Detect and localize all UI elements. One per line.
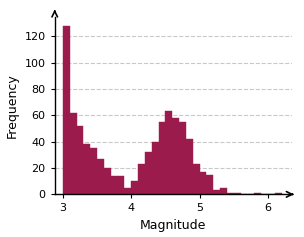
Bar [213, 190, 220, 194]
Bar [179, 122, 186, 194]
Bar [254, 193, 261, 194]
Bar [234, 193, 240, 194]
Bar [131, 181, 138, 194]
Bar [90, 148, 97, 194]
Bar [193, 164, 200, 194]
X-axis label: Magnitude: Magnitude [140, 219, 206, 232]
Bar [83, 144, 90, 194]
Bar [159, 122, 165, 194]
Bar [152, 142, 159, 194]
Bar [172, 118, 179, 194]
Bar [206, 175, 213, 194]
Bar [165, 111, 172, 194]
Bar [200, 172, 206, 194]
Bar [275, 193, 282, 194]
Bar [70, 113, 77, 194]
Bar [220, 188, 227, 194]
Bar [111, 176, 118, 194]
Bar [186, 139, 193, 194]
Bar [145, 152, 152, 194]
Bar [124, 188, 131, 194]
Bar [63, 26, 70, 194]
Bar [97, 159, 104, 194]
Bar [77, 126, 83, 194]
Bar [138, 164, 145, 194]
Bar [227, 193, 234, 194]
Bar [104, 168, 111, 194]
Y-axis label: Frequency: Frequency [6, 73, 19, 138]
Bar [118, 176, 124, 194]
